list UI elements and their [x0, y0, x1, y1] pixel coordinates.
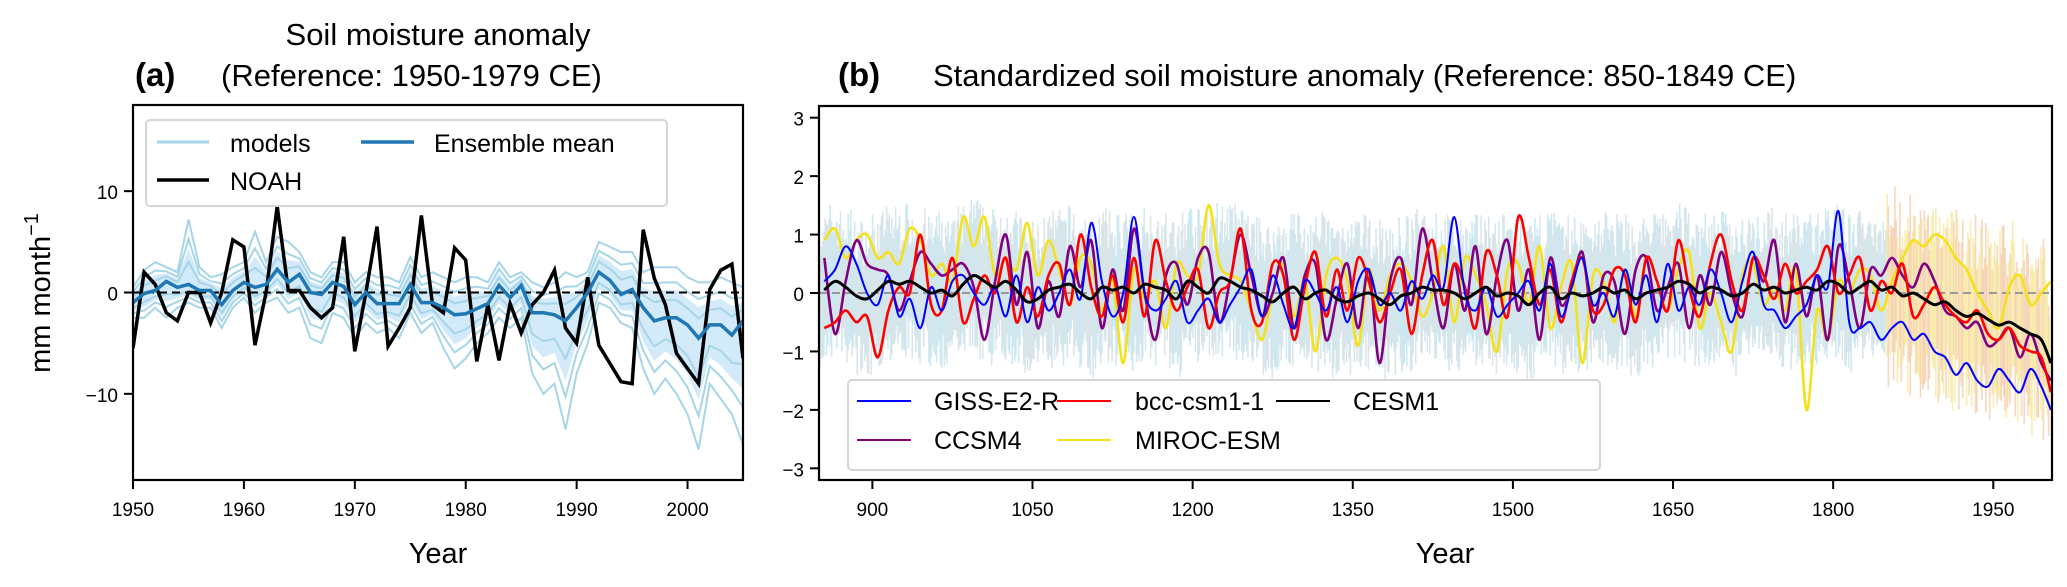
panel-a-title: Soil moisture anomaly: [286, 17, 591, 52]
legend-label-ensemble-mean: Ensemble mean: [434, 130, 615, 158]
y-axis-unit-exponent: −1: [21, 213, 43, 236]
y-tick-label: 2: [793, 168, 804, 189]
panel-a-x-ticks: 1950 1960 1970 1980 1990 2000: [112, 480, 709, 521]
x-tick-label: 1990: [555, 500, 597, 521]
plot-content: [133, 206, 743, 450]
panel-a-subtitle: (Reference: 1950-1979 CE): [221, 58, 602, 93]
x-tick-label: 1200: [1171, 500, 1213, 521]
model-series-line: [133, 277, 743, 380]
cesm1-series-line: [823, 273, 2052, 364]
panel-a-y-ticks: 10 0 −10: [86, 183, 133, 407]
noah-series-line: [133, 206, 743, 389]
y-tick-label: −2: [782, 402, 804, 423]
giss-e2-r-series-line: [823, 210, 2052, 411]
legend-label-giss-e2-r: GISS-E2-R: [934, 388, 1059, 416]
x-tick-label: 1050: [1011, 500, 1053, 521]
panel-b-x-ticks: 900 1050 1200 1350 1500 1650 1800 1950: [857, 480, 2014, 521]
x-tick-label: 1350: [1332, 500, 1374, 521]
panel-a-legend: models Ensemble mean NOAH: [145, 119, 668, 207]
x-tick-label: 2000: [666, 500, 708, 521]
x-tick-label: 1950: [1972, 500, 2014, 521]
x-tick-label: 1980: [445, 500, 487, 521]
panel-b-x-axis-label: Year: [1416, 538, 1475, 570]
panel-a-label: (a): [135, 56, 175, 93]
panel-b-title: Standardized soil moisture anomaly (Refe…: [933, 58, 1796, 93]
ccsm4-series-line: [823, 227, 2052, 382]
x-tick-label: 1500: [1492, 500, 1534, 521]
x-tick-label: 900: [857, 500, 889, 521]
x-tick-label: 1800: [1812, 500, 1854, 521]
panel-b-label: (b): [838, 56, 880, 93]
panel-b-y-ticks: 3 2 1 0 −1 −2 −3: [782, 110, 819, 481]
y-tick-label: 3: [793, 110, 804, 131]
y-tick-label: −3: [782, 460, 804, 481]
panel-a-x-axis-label: Year: [409, 538, 468, 570]
panel-a: Soil moisture anomaly (a) (Reference: 19…: [21, 17, 745, 570]
x-tick-label: 1970: [334, 500, 376, 521]
y-tick-label: 0: [793, 285, 804, 306]
y-tick-label: −10: [86, 386, 118, 407]
legend-label-bcc-csm1-1: bcc-csm1-1: [1135, 388, 1264, 416]
ensemble-mean-series-line: [133, 266, 743, 341]
x-tick-label: 1950: [112, 500, 154, 521]
model-series-line: [133, 296, 743, 450]
legend-label-miroc-esm: MIROC-ESM: [1135, 427, 1281, 455]
panel-b: (b) Standardized soil moisture anomaly (…: [782, 56, 2054, 570]
legend-label-ccsm4: CCSM4: [934, 427, 1022, 455]
y-tick-label: 10: [97, 183, 118, 204]
x-tick-label: 1650: [1652, 500, 1694, 521]
legend-label-cesm1: CESM1: [1353, 388, 1439, 416]
y-tick-label: 0: [107, 285, 118, 306]
legend-label-models: models: [230, 130, 311, 158]
model-series-line: [133, 287, 743, 420]
panel-a-y-axis-label: mm month−1: [21, 213, 57, 373]
panel-a-plot-area: [133, 206, 743, 450]
plot-content: [819, 186, 2052, 441]
legend-label-noah: NOAH: [230, 168, 302, 196]
panel-b-plot-area: [819, 186, 2052, 441]
panel-b-legend: GISS-E2-R CCSM4 bcc-csm1-1 MIROC-ESM CES…: [847, 379, 1601, 471]
miroc-esm-series-line: [823, 203, 2052, 412]
legend-frame: [145, 119, 668, 207]
y-tick-label: 1: [793, 227, 804, 248]
y-axis-unit: mm month: [25, 236, 57, 373]
y-tick-label: −1: [782, 343, 804, 364]
legend-frame: [847, 379, 1601, 471]
x-tick-label: 1960: [223, 500, 265, 521]
